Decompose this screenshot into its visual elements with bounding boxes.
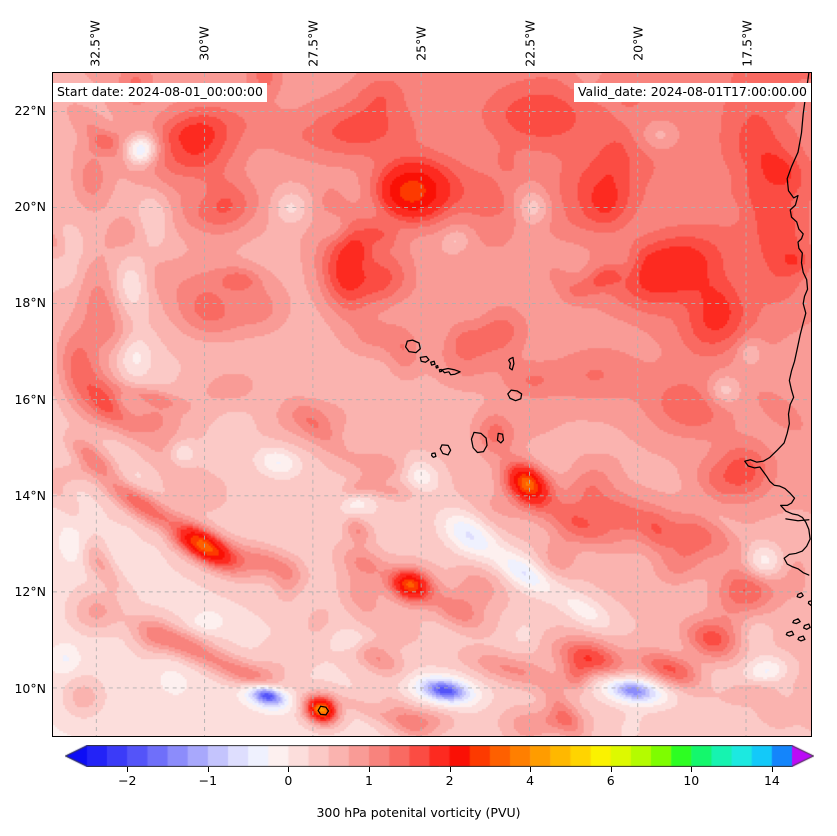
colorbar-title: 300 hPa potenital vorticity (PVU) [316, 805, 521, 820]
valid-date-annotation: Valid_date: 2024-08-01T17:00:00.00 [573, 83, 811, 103]
latitude-tick-1: 12°N [14, 584, 46, 600]
map-gridlines [53, 73, 811, 736]
colorbar-tick-mark-3 [369, 767, 370, 772]
colorbar-tick-mark-0 [127, 767, 129, 772]
colorbar-tick-label-1: −1 [198, 773, 218, 788]
map-plot-area[interactable]: Start date: 2024-08-01_00:00:00 Valid_da… [52, 72, 812, 737]
latitude-tick-6: 22°N [14, 102, 46, 118]
colorbar-tick-label-3: 1 [365, 773, 373, 788]
colorbar-tick-mark-5 [530, 767, 532, 772]
colorbar-tick-label-8: 14 [763, 773, 780, 788]
latitude-tick-5: 20°N [14, 198, 46, 214]
latitude-tick-4: 18°N [14, 295, 46, 311]
colorbar-tick-mark-1 [207, 767, 209, 772]
colorbar-tick-mark-7 [691, 767, 693, 772]
colorbar-tick-mark-8 [771, 767, 773, 772]
coastline-overlay [317, 73, 811, 716]
colorbar-tick-label-5: 4 [526, 773, 535, 788]
colorbar-tick-label-7: 10 [683, 773, 700, 788]
latitude-tick-2: 14°N [14, 488, 46, 504]
colorbar-tick-mark-6 [610, 767, 612, 772]
latitude-tick-0: 10°N [14, 680, 46, 696]
potential-vorticity-heatmap [53, 73, 811, 736]
colorbar-tick-mark-2 [288, 767, 290, 772]
colorbar-ticks: −2 −1 0 1 2 4 6 10 14 [65, 767, 814, 793]
start-date-annotation: Start date: 2024-08-01_00:00:00 [53, 83, 267, 103]
colorbar-tick-label-0: −2 [118, 773, 137, 788]
colorbar-tick-label-4: 2 [445, 773, 454, 788]
colorbar-tick-label-6: 6 [606, 773, 615, 788]
colorbar-tick-mark-4 [449, 767, 451, 772]
latitude-tick-3: 16°N [14, 391, 46, 407]
colorbar-tick-label-2: 0 [284, 773, 293, 788]
colorbar[interactable] [65, 745, 814, 767]
colorbar-gradient [65, 745, 814, 767]
